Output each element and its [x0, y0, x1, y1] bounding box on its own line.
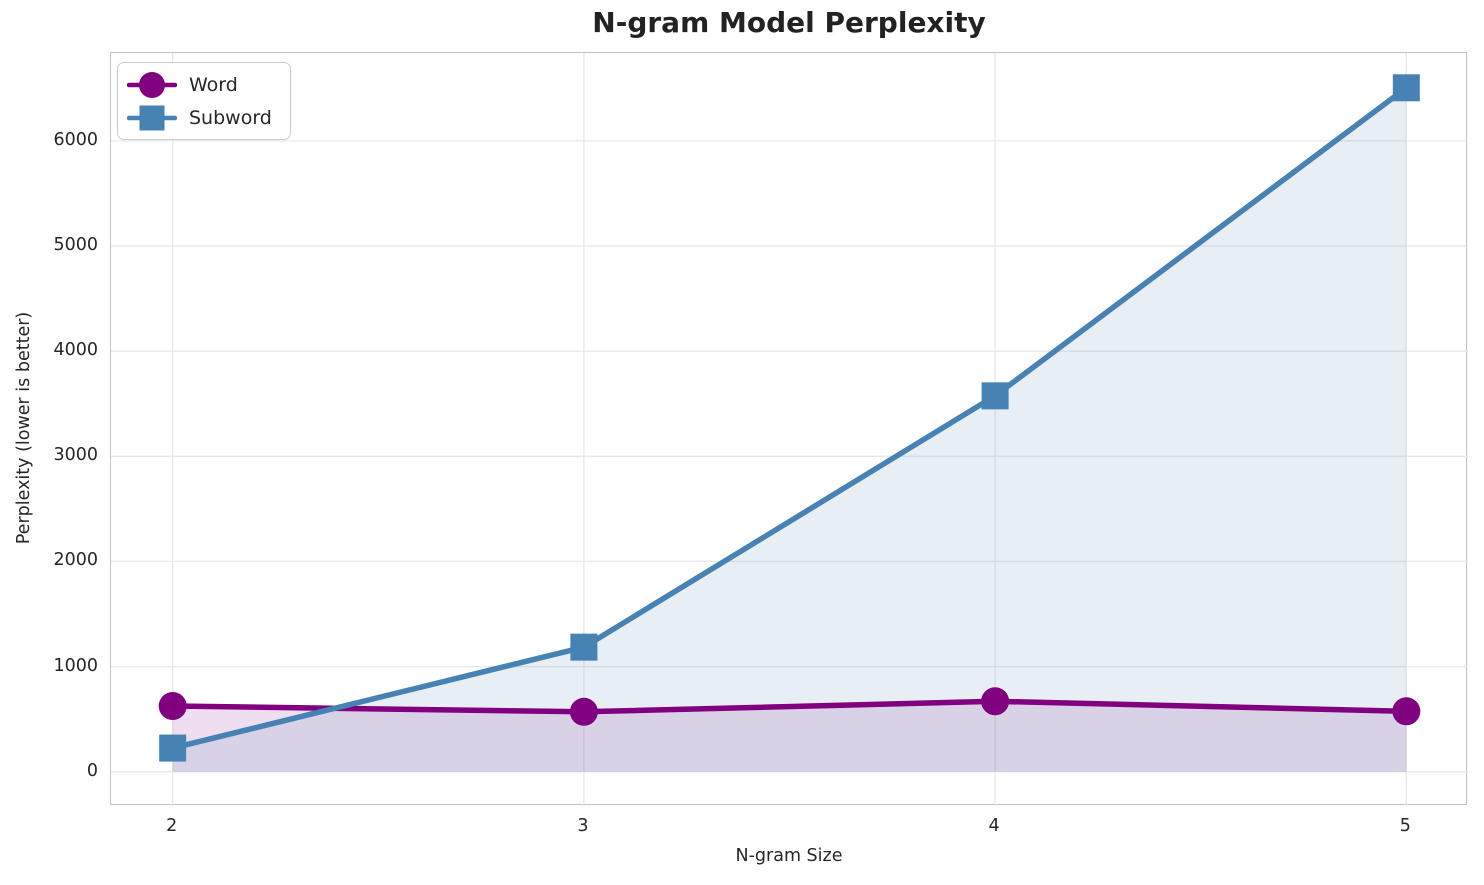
marker-word-x5 [1392, 697, 1421, 726]
legend-label: Subword [189, 106, 272, 129]
line-subword [169, 85, 1410, 751]
x-tick-label-2: 2 [166, 816, 178, 836]
legend-label: Word [189, 73, 238, 96]
x-axis-label: N-gram Size [735, 846, 843, 866]
marker-subword-x4 [981, 382, 1009, 410]
x-tick-label-3: 3 [577, 816, 589, 836]
legend-circle-icon [127, 71, 177, 98]
marker-subword-x3 [570, 633, 598, 661]
marker-word-x4 [981, 687, 1010, 716]
y-tick-label-4000: 4000 [53, 340, 98, 361]
x-tick-label-4: 4 [988, 816, 1000, 836]
marker-subword-x5 [1392, 74, 1420, 102]
plot-area [110, 52, 1468, 806]
legend-item-word: Word [127, 68, 272, 101]
marker-word-x3 [569, 697, 598, 726]
line-word [169, 698, 1410, 715]
marker-word-x2 [158, 692, 187, 721]
marker-subword-x2 [159, 734, 187, 762]
legend-square-icon [127, 105, 177, 130]
area-word [172, 701, 1407, 772]
plot-canvas [111, 53, 1468, 806]
y-tick-label-1000: 1000 [53, 655, 98, 676]
y-tick-label-5000: 5000 [53, 235, 98, 256]
y-tick-label-3000: 3000 [53, 445, 98, 466]
legend-circle-marker [139, 71, 165, 98]
legend-square-marker [139, 105, 165, 130]
legend-item-subword: Subword [127, 101, 272, 134]
chart-title: N-gram Model Perplexity [592, 6, 986, 39]
x-tick-label-5: 5 [1399, 816, 1411, 836]
y-tick-label-6000: 6000 [53, 129, 98, 150]
y-tick-label-2000: 2000 [53, 550, 98, 571]
legend: Word Subword [117, 62, 291, 140]
y-tick-label-0: 0 [86, 760, 98, 781]
area-subword [172, 87, 1407, 772]
